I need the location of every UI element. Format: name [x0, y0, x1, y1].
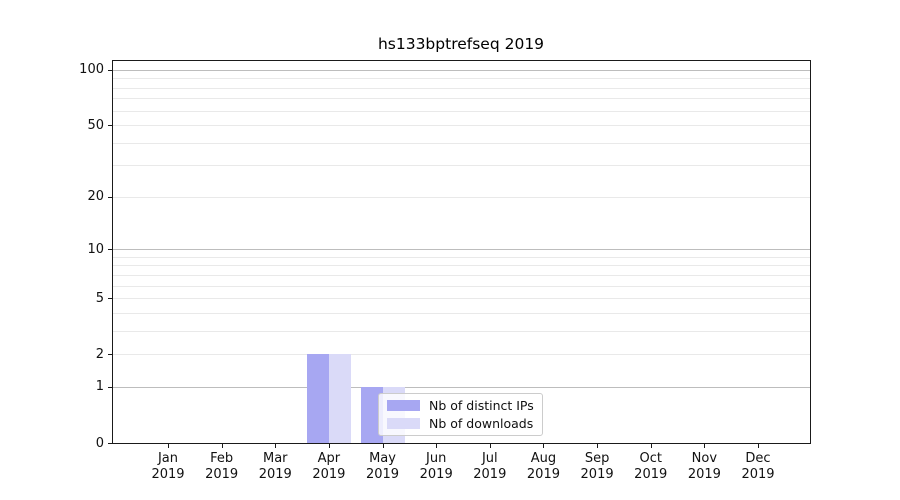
- spine-right: [810, 60, 811, 444]
- gridline-minor: [113, 196, 810, 198]
- legend-swatch-distinct-ips: [387, 400, 420, 411]
- gridline-minor: [113, 330, 810, 332]
- gridline-minor: [113, 256, 810, 258]
- gridline-minor: [113, 274, 810, 276]
- gridline-minor: [113, 98, 810, 100]
- gridline-major: [113, 386, 810, 388]
- y-tick-label: 100: [79, 62, 104, 78]
- x-tick-mark: [168, 444, 169, 448]
- y-tick-mark: [108, 298, 112, 300]
- x-tick-label: May 2019: [365, 451, 400, 482]
- x-tick-mark: [489, 444, 491, 448]
- x-tick-mark: [275, 444, 277, 448]
- gridline-minor: [113, 354, 810, 356]
- x-tick-label: Jan 2019: [151, 451, 185, 482]
- x-tick-label: Jul 2019: [473, 451, 507, 482]
- y-tick-mark: [108, 354, 112, 356]
- x-tick-mark: [382, 444, 384, 448]
- x-tick-label: Oct 2019: [634, 451, 668, 482]
- x-tick-mark: [328, 444, 330, 448]
- x-tick-mark: [436, 444, 438, 448]
- x-tick-label: Apr 2019: [312, 451, 346, 482]
- x-tick-label: Dec 2019: [741, 451, 775, 482]
- x-tick-mark: [597, 444, 599, 448]
- gridline-minor: [113, 87, 810, 89]
- y-tick-label: 10: [87, 241, 104, 257]
- x-tick-mark: [704, 444, 706, 448]
- x-tick-mark: [221, 444, 223, 448]
- bar-downloads-month4: [328, 354, 351, 443]
- y-tick-label: 2: [95, 346, 104, 362]
- spine-top: [112, 60, 811, 61]
- y-tick-mark: [108, 69, 112, 71]
- y-tick-label: 5: [95, 290, 104, 306]
- x-tick-label: Mar 2019: [258, 451, 292, 482]
- gridline-minor: [113, 165, 810, 167]
- legend-entry-distinct-ips: Nb of distinct IPs: [387, 398, 534, 413]
- gridline-minor: [113, 142, 810, 144]
- y-tick-mark: [108, 443, 112, 444]
- x-tick-mark: [543, 444, 545, 448]
- legend-label-downloads: Nb of downloads: [429, 416, 534, 431]
- gridline-major: [113, 69, 810, 71]
- legend-swatch-downloads: [387, 418, 420, 429]
- y-tick-mark: [108, 386, 112, 388]
- gridline-minor: [113, 312, 810, 314]
- x-tick-label: Sep 2019: [580, 451, 614, 482]
- gridline-minor: [113, 298, 810, 300]
- chart-title: hs133bptrefseq 2019: [377, 35, 545, 53]
- gridline-minor: [113, 285, 810, 287]
- spine-left: [112, 60, 113, 444]
- y-tick-mark: [108, 196, 112, 198]
- y-tick-mark: [108, 125, 112, 127]
- x-tick-label: Aug 2019: [526, 451, 560, 482]
- bar-distinct-ips-month4: [306, 354, 329, 443]
- y-tick-label: 50: [87, 117, 104, 133]
- x-tick-mark: [758, 444, 759, 448]
- y-tick-label: 20: [87, 189, 104, 205]
- legend: Nb of distinct IPs Nb of downloads: [378, 393, 543, 436]
- gridline-major: [113, 249, 810, 251]
- legend-label-distinct-ips: Nb of distinct IPs: [429, 398, 534, 413]
- x-tick-label: Feb 2019: [205, 451, 239, 482]
- spine-bottom: [112, 443, 811, 444]
- y-tick-label: 1: [95, 379, 104, 395]
- x-tick-label: Nov 2019: [687, 451, 721, 482]
- gridline-minor: [113, 125, 810, 127]
- gridline-minor: [113, 265, 810, 267]
- x-tick-label: Jun 2019: [419, 451, 453, 482]
- y-tick-mark: [108, 249, 112, 251]
- gridline-minor: [113, 78, 810, 80]
- gridline-minor: [113, 110, 810, 112]
- bar-distinct-ips-month5: [360, 386, 383, 443]
- x-tick-mark: [650, 444, 652, 448]
- y-tick-label: 0: [95, 435, 104, 451]
- legend-entry-downloads: Nb of downloads: [387, 416, 534, 431]
